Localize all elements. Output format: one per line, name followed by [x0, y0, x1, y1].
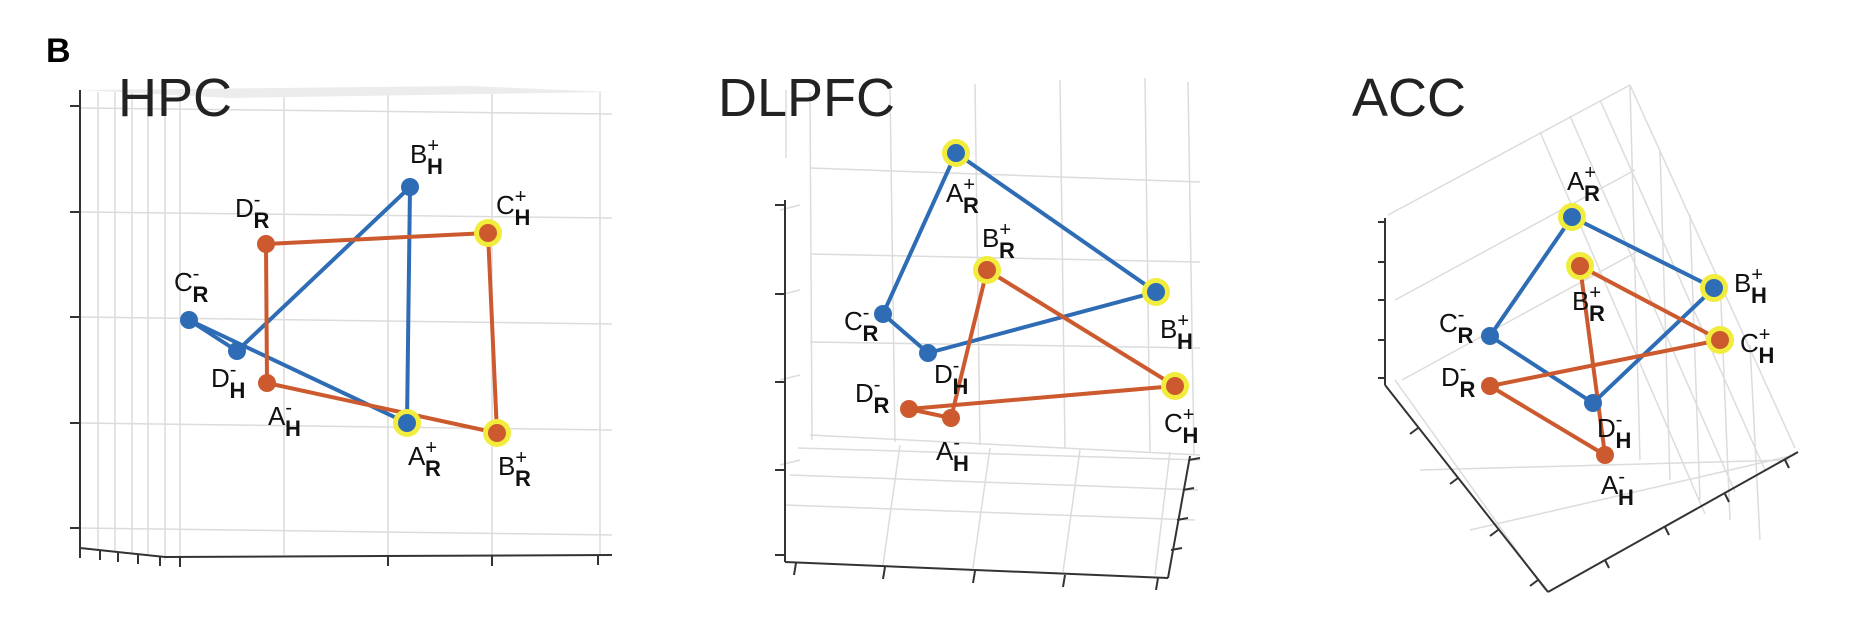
dlpfc-node-A_H_minus [942, 409, 960, 427]
panel-hpc: HPC A-H B+ R C+ H D-R B+ H A+ R D-H C-R [70, 68, 613, 567]
dlpfc-node-B_H_plus [1147, 283, 1165, 301]
hpc-node-C_R_minus [180, 311, 198, 329]
hpc-graph: A-H B+ R C+ H D-R B+ H A+ R D-H C-R [174, 135, 531, 491]
dlpfc-edge-human-A_R_plus-B_H_plus [954, 151, 1158, 294]
acc-graph: A+ R B+ H D-H C-R B+ R C+ H A-H D-R [1439, 162, 1774, 510]
dlpfc-node-D_R_minus [900, 400, 918, 418]
dlpfc-edge-human-D_H_minus-C_R_minus [881, 312, 930, 355]
dlpfc-node-B_R_plus [978, 261, 996, 279]
dlpfc-edge-rat-B_R_plus-C_H_plus [985, 268, 1177, 388]
dlpfc-node-A_R_plus [947, 144, 965, 162]
hpc-node-A_H_minus [258, 374, 276, 392]
hpc-label-A_H_minus: A-H [268, 397, 301, 441]
acc-node-A_R_plus [1563, 208, 1581, 226]
panel-letter: B [46, 32, 71, 70]
acc-label-B_H_plus: B+ H [1734, 264, 1767, 308]
dlpfc-label-D_H_minus: D-H [934, 355, 968, 399]
dlpfc-node-D_H_minus [919, 344, 937, 362]
acc-node-C_R_minus [1481, 327, 1499, 345]
dlpfc-label-A_H_minus: A-H [936, 432, 969, 476]
dlpfc-node-C_H_plus [1166, 377, 1184, 395]
panel-title-hpc: HPC [118, 68, 232, 128]
acc-label-B_R_plus: B+ R [1572, 282, 1605, 326]
acc-edge-rat-B_R_plus-C_H_plus [1579, 264, 1721, 342]
hpc-node-D_H_minus [228, 342, 246, 360]
hpc-label-C_H_plus: C+ H [496, 186, 530, 230]
hpc-edge-rat-A_H_minus-B_R_plus [266, 381, 498, 435]
acc-edge-human-A_R_plus-B_H_plus [1571, 215, 1715, 290]
hpc-node-D_R_minus [257, 235, 275, 253]
acc-label-D_H_minus: D-H [1597, 409, 1631, 453]
hpc-node-B_H_plus [401, 178, 419, 196]
dlpfc-edge-human-B_H_plus-D_H_minus [927, 290, 1157, 355]
dlpfc-label-D_R_minus: D-R [855, 374, 889, 418]
hpc-label-B_R_plus: B+ R [498, 447, 531, 491]
hpc-node-C_H_plus [479, 224, 497, 242]
dlpfc-grid [779, 77, 1201, 576]
hpc-edge-rat-C_H_plus-D_R_minus [265, 231, 489, 246]
hpc-label-C_R_minus: C-R [174, 263, 208, 307]
hpc-label-D_R_minus: D-R [235, 189, 269, 233]
acc-edge-rat-C_H_plus-D_R_minus [1489, 338, 1721, 388]
panel-title-dlpfc: DLPFC [718, 68, 895, 128]
acc-label-D_R_minus: D-R [1441, 358, 1475, 402]
dlpfc-label-C_H_plus: C+ H [1164, 404, 1198, 448]
hpc-edge-human-A_R_plus-B_H_plus [405, 186, 412, 424]
hpc-label-B_H_plus: B+ H [410, 135, 443, 179]
acc-edge-human-C_R_minus-A_R_plus [1488, 215, 1574, 338]
dlpfc-axes [775, 200, 1201, 591]
hpc-label-D_H_minus: D-H [211, 359, 245, 403]
acc-node-D_R_minus [1481, 377, 1499, 395]
hpc-node-A_R_plus [398, 414, 416, 432]
acc-label-C_R_minus: C-R [1439, 304, 1473, 348]
acc-grid [1387, 84, 1796, 591]
acc-label-A_H_minus: A-H [1601, 466, 1634, 510]
dlpfc-graph: A+ R B+ H D-H C-R B+ R C+ H A-H D-R [844, 139, 1198, 476]
hpc-grid [79, 86, 613, 560]
dlpfc-label-B_R_plus: B+ R [982, 219, 1015, 263]
dlpfc-label-B_H_plus: B+ H [1160, 310, 1193, 354]
acc-node-D_H_minus [1584, 394, 1602, 412]
panel-title-acc: ACC [1352, 68, 1466, 128]
dlpfc-label-C_R_minus: C-R [844, 302, 878, 346]
acc-label-C_H_plus: C+ H [1740, 324, 1774, 368]
dlpfc-edge-human-C_R_minus-A_R_plus [881, 152, 958, 315]
panel-acc: ACC A+ R B+ H D-H C-R B+ R C+ H A-H D-R [1352, 68, 1799, 593]
acc-label-A_R_plus: A+ R [1567, 162, 1600, 206]
hpc-edge-rat-D_R_minus-A_H_minus [264, 243, 269, 384]
hpc-label-A_R_plus: A+ R [408, 437, 441, 481]
hpc-axes [70, 90, 613, 567]
acc-node-A_H_minus [1596, 446, 1614, 464]
dlpfc-label-A_R_plus: A+ R [946, 174, 979, 218]
hpc-edge-rat-B_R_plus-C_H_plus [486, 232, 499, 434]
acc-node-C_H_plus [1711, 331, 1729, 349]
dlpfc-edge-rat-C_H_plus-D_R_minus [908, 384, 1176, 411]
acc-node-B_H_plus [1705, 279, 1723, 297]
acc-edge-human-D_H_minus-C_R_minus [1488, 334, 1595, 405]
dlpfc-edge-rat-A_H_minus-B_R_plus [949, 269, 989, 419]
acc-axes [1378, 218, 1799, 593]
acc-edge-rat-D_R_minus-A_H_minus [1488, 384, 1607, 457]
dlpfc-node-C_R_minus [874, 305, 892, 323]
panel-dlpfc: DLPFC A+ R B+ H D-H C-R B+ R C+ H A-H D-R [718, 68, 1201, 591]
acc-edge-human-B_H_plus-D_H_minus [1591, 286, 1716, 405]
hpc-node-B_R_plus [488, 424, 506, 442]
acc-node-B_R_plus [1571, 257, 1589, 275]
acc-edge-rat-A_H_minus-B_R_plus [1578, 265, 1607, 456]
